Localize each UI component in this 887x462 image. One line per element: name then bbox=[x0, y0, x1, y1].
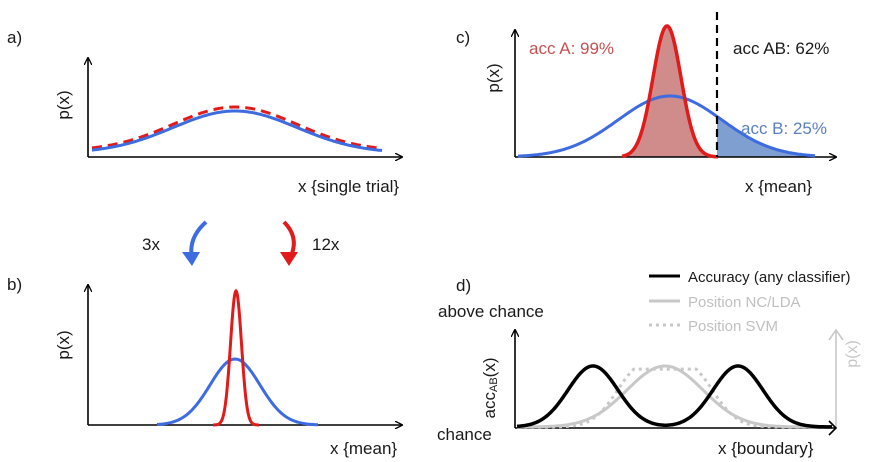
panel-d-svm-curve bbox=[517, 367, 832, 429]
panel-c-acc-b-label: acc B: 25% bbox=[741, 119, 827, 138]
transition-arrows: 3x 12x bbox=[142, 220, 340, 266]
panel-c-acc-a-label: acc A: 99% bbox=[529, 39, 614, 58]
panel-c-acc-ab-label: acc AB: 62% bbox=[733, 39, 829, 58]
panel-d-right-y-label: p(x) bbox=[844, 340, 861, 368]
panel-b-red-curve bbox=[213, 288, 259, 427]
legend-label-svm: Position SVM bbox=[688, 318, 778, 335]
panel-c-red-curve bbox=[621, 24, 718, 159]
panel-c-blue-tail-area bbox=[717, 116, 815, 157]
panel-d-y-label-tail: (x) bbox=[480, 358, 499, 378]
panel-d-right-axis-arrowhead-icon bbox=[828, 328, 844, 341]
panel-c-letter: c) bbox=[456, 28, 470, 47]
panel-a-dashed-red-curve bbox=[91, 105, 383, 150]
panel-d-x-axis-arrowhead-icon bbox=[828, 420, 838, 436]
legend-label-nc-lda: Position NC/LDA bbox=[688, 294, 801, 311]
panel-d-accuracy-curve bbox=[516, 364, 832, 429]
panel-c-red-area bbox=[622, 26, 718, 157]
red-arrowhead-icon bbox=[280, 252, 298, 266]
panel-d-y-label-main: acc bbox=[480, 392, 499, 419]
panel-b-x-label: x {mean} bbox=[330, 439, 397, 458]
panel-d-y-top-label: above chance bbox=[438, 302, 544, 321]
panel-a-blue-curve bbox=[91, 109, 383, 152]
panel-d-y-label-sub: AB bbox=[488, 377, 500, 392]
panel-d-y-label: accAB(x) bbox=[480, 358, 500, 419]
panel-b: b) p(x) x {mean} bbox=[7, 275, 402, 458]
panel-d-letter: d) bbox=[456, 276, 471, 295]
panel-a-y-label: p(x) bbox=[54, 90, 73, 119]
panel-b-letter: b) bbox=[7, 275, 22, 294]
blue-arrowhead-icon bbox=[182, 252, 200, 266]
panel-a: a) p(x) x {single trial} bbox=[7, 28, 402, 196]
panel-c-y-label: p(x) bbox=[484, 63, 503, 92]
panel-d: d) Accuracy (any classifier) Position NC… bbox=[437, 269, 861, 458]
panel-d-y-bottom-label: chance bbox=[437, 425, 492, 444]
svg-text:accAB(x): accAB(x) bbox=[480, 358, 500, 419]
legend-label-accuracy: Accuracy (any classifier) bbox=[688, 269, 851, 286]
panel-c: c) p(x) x {mean} acc A: 99% acc B: 25% a… bbox=[456, 12, 836, 196]
panel-c-blue-curve bbox=[518, 94, 816, 158]
panel-b-y-label: p(x) bbox=[54, 330, 73, 359]
panel-b-blue-curve bbox=[156, 357, 318, 427]
panel-a-x-label: x {single trial} bbox=[298, 177, 399, 196]
arrow-left-label: 3x bbox=[142, 235, 160, 254]
panel-a-letter: a) bbox=[7, 28, 22, 47]
panel-d-x-label: x {boundary} bbox=[718, 439, 814, 458]
panel-c-x-label: x {mean} bbox=[745, 177, 812, 196]
arrow-right-label: 12x bbox=[312, 235, 340, 254]
